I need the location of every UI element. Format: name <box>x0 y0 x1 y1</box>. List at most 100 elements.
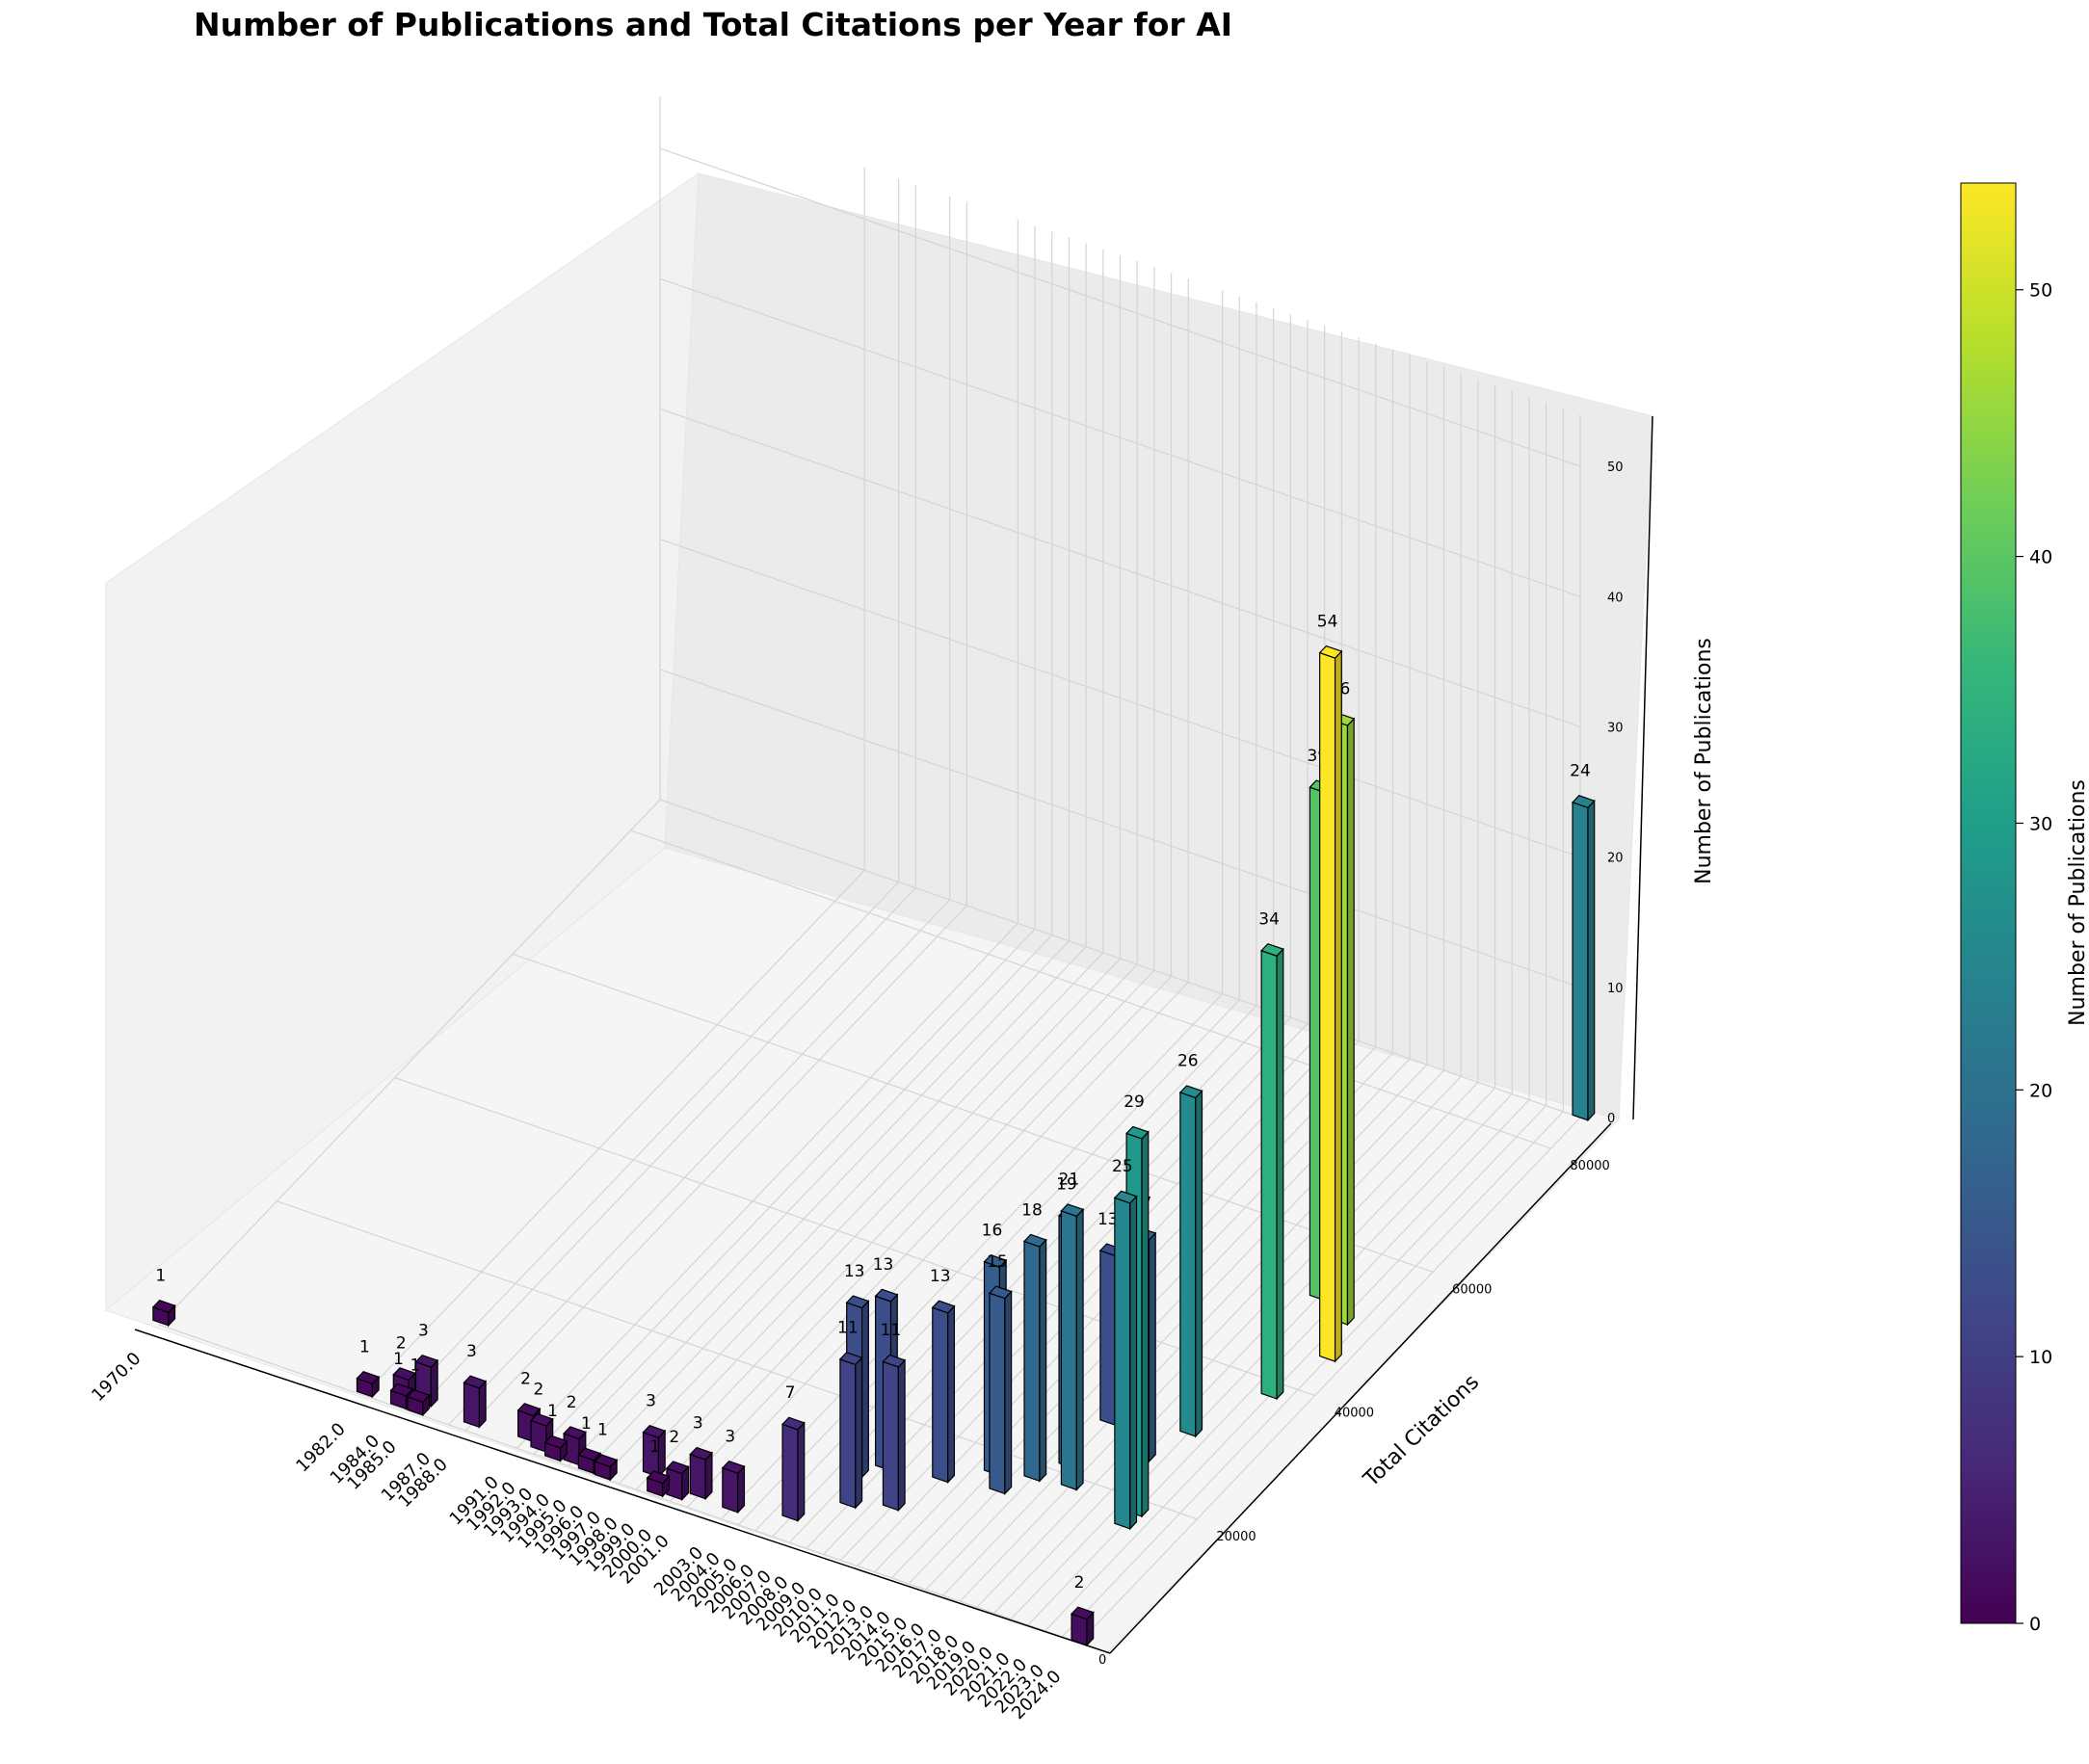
publications-grid-line <box>659 669 1581 988</box>
citations-tick-label: 60000 <box>1452 1282 1492 1297</box>
bar: 21 <box>1059 1171 1085 1491</box>
bar-side-face <box>1276 947 1284 1401</box>
bar-top-face <box>931 1300 956 1314</box>
bar-front-face <box>1060 1210 1077 1491</box>
bar-front-face <box>1023 1240 1041 1483</box>
bar-value-label: 3 <box>693 1413 703 1433</box>
bar-side-face <box>478 1380 487 1429</box>
publications-tick-label: 10 <box>1607 982 1624 996</box>
bar-value-label: 1 <box>581 1414 592 1434</box>
bar-value-label: 2 <box>396 1334 407 1354</box>
colorbar-tick-label: 50 <box>2029 280 2052 302</box>
bar-top-face <box>1070 1606 1095 1620</box>
bar-side-face <box>947 1304 956 1485</box>
publications-tick-labels: 0 10 20 30 40 50 <box>1607 461 1624 1126</box>
bar-front-face <box>1319 651 1336 1362</box>
publications-grid-line <box>659 147 1581 467</box>
publications-tick-label: 20 <box>1607 852 1624 866</box>
bar: 13 <box>930 1267 956 1485</box>
colorbar-tick-label: 30 <box>2029 813 2052 834</box>
bar-side-face <box>1148 1231 1156 1463</box>
bar-value-label: 29 <box>1124 1093 1145 1112</box>
bar: 26 <box>1177 1052 1203 1438</box>
publications-tick-label: 0 <box>1607 1112 1615 1126</box>
bar-front-face <box>1260 949 1278 1400</box>
bar-front-face <box>989 1292 1006 1495</box>
publications-grid-line <box>659 539 1581 858</box>
citations-tick-label: 40000 <box>1335 1407 1374 1421</box>
bar: 54 <box>1317 612 1343 1363</box>
bar: 15 <box>987 1252 1013 1495</box>
bar: 1 <box>389 1350 414 1410</box>
colorbar-gradient <box>1960 182 2017 1624</box>
publications-grid-line <box>659 277 1581 597</box>
bar-top-face <box>356 1371 381 1384</box>
bar-top-face <box>1125 1125 1150 1140</box>
bar-top-face <box>874 1288 899 1303</box>
bar-top-face <box>721 1460 746 1474</box>
year-tick-label: 1970.0 <box>88 1349 145 1406</box>
bar: 3 <box>642 1392 667 1479</box>
colorbar-tick-label: 40 <box>2029 547 2052 568</box>
bar-value-label: 16 <box>982 1221 1003 1240</box>
bar-top-face <box>1318 645 1343 659</box>
bar-side-face <box>430 1358 438 1409</box>
bar-value-label: 54 <box>1317 612 1338 631</box>
bar-value-label: 13 <box>844 1262 865 1281</box>
citations-grid-line <box>630 829 1551 1149</box>
bar-top-face <box>577 1447 602 1461</box>
bar-front-face <box>722 1466 739 1514</box>
publications-tick-label: 30 <box>1607 721 1624 735</box>
bar-side-face <box>1075 1207 1084 1491</box>
bar-front-face <box>689 1453 706 1500</box>
bar-value-label: 26 <box>1177 1052 1199 1071</box>
citations-grid-line <box>394 1076 1315 1397</box>
bar-top-face <box>151 1300 176 1314</box>
bar-value-label: 1 <box>410 1356 420 1376</box>
bar-value-label: 1 <box>649 1437 660 1457</box>
bar-value-label: 2 <box>520 1370 531 1389</box>
bar-value-label: 2 <box>1074 1573 1085 1593</box>
publications-axis-line <box>1632 415 1653 1120</box>
bar-side-face <box>797 1421 806 1523</box>
bar: 11 <box>837 1319 863 1510</box>
bar-side-face <box>1004 1290 1013 1495</box>
bar: 18 <box>1021 1200 1047 1483</box>
bar-top-face <box>529 1412 554 1427</box>
bar-top-face <box>1022 1233 1047 1248</box>
bar: 3 <box>689 1413 714 1501</box>
bar: 1 <box>594 1421 619 1482</box>
citations-tick-label: 0 <box>1098 1653 1106 1668</box>
bar-side-face <box>861 1300 869 1479</box>
floor-pane <box>104 847 1620 1653</box>
bar-value-label: 24 <box>1570 762 1591 781</box>
bar-front-face <box>882 1360 899 1512</box>
bar: 1 <box>543 1402 569 1462</box>
bar-front-face <box>1572 801 1589 1121</box>
bar-top-face <box>1113 1190 1138 1204</box>
bar-value-label: 3 <box>725 1427 735 1446</box>
bar-value-label: 11 <box>881 1321 902 1340</box>
bar-side-face <box>855 1356 863 1510</box>
bar-value-label: 13 <box>1097 1210 1119 1229</box>
axis-lines <box>134 415 1653 1654</box>
colorbar-label: Number of Publications <box>2066 779 2089 1026</box>
bar-top-face <box>642 1425 667 1438</box>
bar-value-label: 21 <box>1059 1171 1080 1190</box>
citations-axis-label: Total Citations <box>1359 1370 1484 1492</box>
bar-front-face <box>839 1358 857 1509</box>
bar-side-face <box>704 1451 713 1501</box>
bar-top-face <box>845 1295 870 1309</box>
bar-side-face <box>1334 649 1342 1363</box>
bar-front-face <box>1099 1250 1117 1427</box>
publications-axis-label: Number of Publications <box>1692 638 1716 884</box>
bar-side-face <box>1039 1238 1047 1483</box>
bar-value-label: 7 <box>785 1383 796 1403</box>
bar-top-face <box>988 1285 1013 1300</box>
bar-top-face <box>1571 795 1596 808</box>
bar-value-label: 13 <box>930 1267 951 1286</box>
bar-top-face <box>983 1253 1008 1268</box>
bar: 25 <box>1112 1157 1138 1531</box>
bars: 2439465434261317192118291625151313131111… <box>151 612 1596 1647</box>
